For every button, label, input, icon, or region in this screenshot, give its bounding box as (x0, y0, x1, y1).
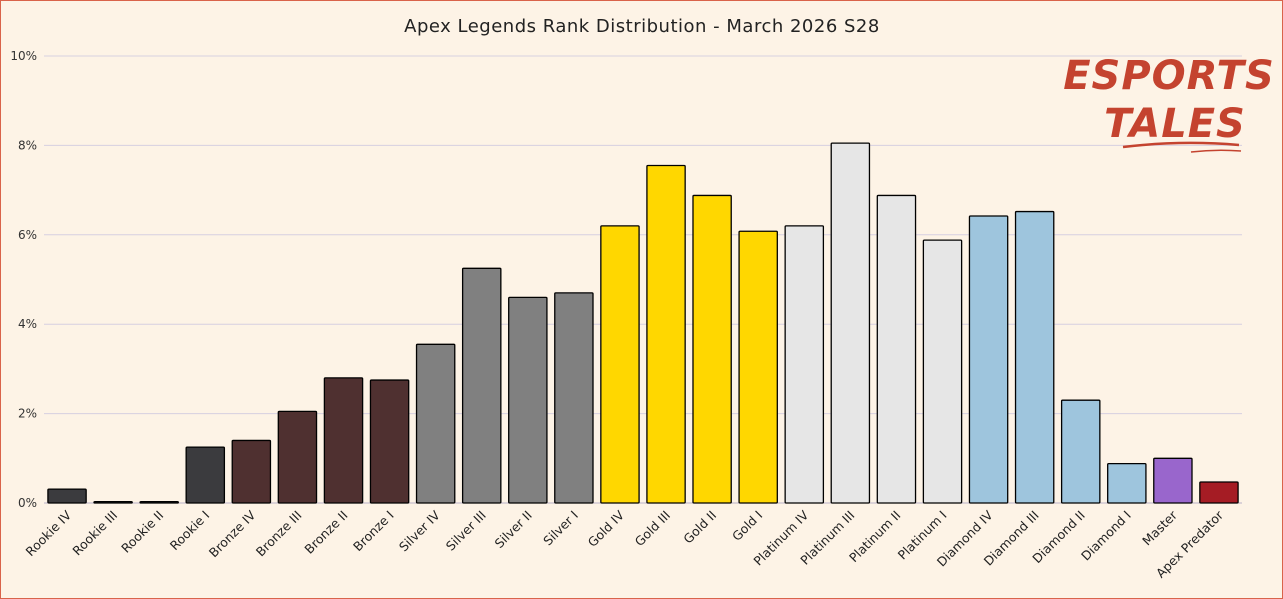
bar (646, 164, 686, 504)
bar (830, 142, 871, 504)
x-tick-label: Rookie II (118, 508, 166, 556)
x-tick-label: Silver IV (396, 507, 443, 554)
x-tick-label: Bronze IV (206, 507, 259, 560)
bar (692, 194, 732, 504)
bar (415, 343, 456, 504)
x-tick-label: Gold IV (585, 507, 628, 550)
bar (600, 225, 640, 504)
bar (1107, 463, 1147, 504)
bar (784, 225, 825, 504)
bar (968, 215, 1009, 504)
bar (47, 488, 87, 504)
bar (508, 296, 548, 504)
bar (1014, 210, 1055, 504)
x-tick-label: Master (1139, 507, 1180, 548)
logo-line-1: ESPORTS (1063, 53, 1275, 99)
bar (277, 410, 318, 504)
bar (323, 377, 364, 504)
x-tick-label: Silver III (443, 508, 489, 554)
bar (231, 439, 272, 504)
x-tick-label: Silver I (540, 508, 581, 549)
y-tick-label: 6% (18, 228, 37, 242)
logo-brush-stroke (1122, 141, 1240, 149)
y-tick-label: 2% (18, 407, 37, 421)
y-tick-label: 10% (10, 49, 37, 63)
logo-brush-stroke-2 (1190, 149, 1242, 153)
chart-title: Apex Legends Rank Distribution - March 2… (404, 16, 880, 37)
bar (1199, 481, 1239, 504)
x-tick-label: Diamond I (1078, 508, 1134, 564)
y-tick-label: 4% (18, 317, 37, 331)
y-tick-label: 8% (18, 138, 37, 152)
bar (93, 501, 133, 504)
bar (369, 379, 410, 504)
x-tick-label: Gold II (680, 508, 719, 547)
bar (139, 501, 179, 504)
esports-tales-logo: ESPORTS TALES (1063, 53, 1275, 153)
bar (876, 194, 917, 504)
x-tick-label: Rookie IV (23, 507, 75, 559)
bar (461, 267, 502, 504)
bar (1153, 457, 1193, 504)
x-tick-label: Bronze I (350, 508, 397, 555)
y-axis-ticks: 0% 2% 4% 6% 8% 10% (10, 49, 37, 510)
x-tick-label: Rookie I (167, 508, 213, 554)
x-tick-label: Gold III (632, 508, 674, 550)
x-tick-label: Gold I (729, 508, 765, 544)
bar (554, 292, 594, 504)
bar (922, 239, 963, 504)
x-tick-label: Rookie III (69, 508, 120, 559)
x-tick-label: Silver II (491, 508, 534, 551)
logo-line-2: TALES (1104, 101, 1246, 147)
x-tick-label: Bronze III (253, 508, 305, 560)
bar (1060, 399, 1101, 504)
bars (47, 142, 1239, 504)
bar (185, 446, 226, 504)
bar (738, 230, 778, 504)
y-tick-label: 0% (18, 496, 37, 510)
x-tick-label: Bronze II (301, 508, 350, 557)
